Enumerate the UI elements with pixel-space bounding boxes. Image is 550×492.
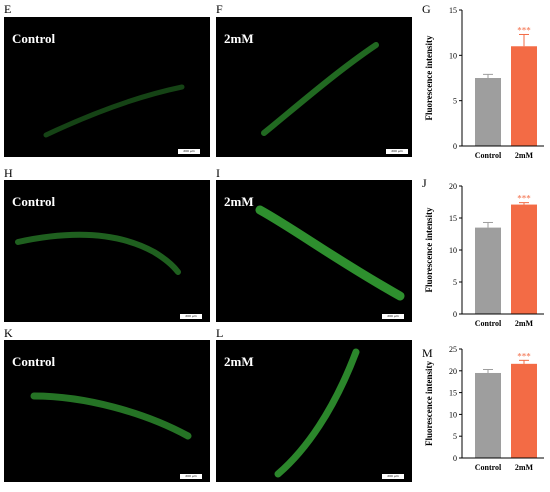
chart-g-category-0: Control <box>475 151 502 160</box>
chart-m-tick-label-5: 25 <box>449 345 457 354</box>
chart-j-tick-label-2: 10 <box>449 246 457 255</box>
chart-m-category-0: Control <box>475 463 502 472</box>
chart-m-bar-0 <box>475 372 501 458</box>
panel-letter-g: G <box>422 2 431 16</box>
panel-letter-m: M <box>422 346 433 360</box>
chart-g-tick-label-1: 5 <box>453 97 457 106</box>
worm-h-svg <box>15 231 181 275</box>
chart-g-tick-label-3: 15 <box>449 6 457 15</box>
micrograph-i: 2mM 200 μm <box>216 180 412 322</box>
panel-letter-k: K <box>4 326 13 340</box>
chart-j: Fluorescence intensity 0 5 10 15 20 Control 2mM… <box>424 182 544 328</box>
micrograph-e-scalebar: 200 μm <box>178 149 200 154</box>
panel-letter-j: J <box>422 176 427 190</box>
chart-g-category-1: 2mM <box>515 151 534 160</box>
micrograph-l-title: 2mM <box>224 354 254 369</box>
micrograph-k-title: Control <box>12 354 56 369</box>
micrograph-h-scalebar: 200 μm <box>180 314 202 319</box>
chart-g-bar-0 <box>475 78 501 146</box>
micrograph-k: Control 200 μm <box>4 340 210 482</box>
micrograph-i-scalebar: 200 μm <box>382 314 404 319</box>
worm-k <box>30 392 192 440</box>
chart-j-significance: *** <box>517 194 531 204</box>
chart-m-tick-label-3: 15 <box>449 389 457 398</box>
chart-m-tick-label-2: 10 <box>449 410 457 419</box>
micrograph-e-title: Control <box>12 31 56 46</box>
worm-l-svg <box>274 348 360 478</box>
chart-j-tick-label-0: 0 <box>453 310 457 319</box>
worm-e-svg <box>43 84 185 138</box>
chart-g-tick-label-2: 10 <box>449 51 457 60</box>
micrograph-l-scalebar: 200 μm <box>382 474 404 479</box>
chart-g-tick-label-0: 0 <box>453 142 457 151</box>
chart-m-tick-label-4: 20 <box>449 367 457 376</box>
worm-f <box>261 42 379 136</box>
chart-m-tick-label-0: 0 <box>453 454 457 463</box>
chart-m-bar-1 <box>511 363 537 458</box>
panel-letter-l: L <box>216 326 224 340</box>
micrograph-k-scalebar: 200 μm <box>180 474 202 479</box>
micrograph-i-title: 2mM <box>224 194 254 209</box>
chart-m-significance: *** <box>517 351 531 361</box>
worm-i-svg <box>255 205 405 301</box>
chart-m: Fluorescence intensity 0 5 10 15 20 25 Control 2… <box>424 345 544 472</box>
chart-j-tick-label-3: 15 <box>449 214 457 223</box>
chart-j-category-0: Control <box>475 319 502 328</box>
chart-g-bar-1 <box>511 46 537 147</box>
chart-j-bar-1 <box>511 204 537 314</box>
micrograph-l: 2mM 200 μm <box>216 340 412 482</box>
micrograph-h-title: Control <box>12 194 56 209</box>
panel-letter-i: I <box>216 166 220 180</box>
micrograph-f: 2mM 200 μm <box>216 17 412 157</box>
micrograph-f-title: 2mM <box>224 31 254 46</box>
worm-k-svg <box>30 392 192 440</box>
worm-i <box>255 205 405 301</box>
chart-j-tick-label-1: 5 <box>453 278 457 287</box>
micrograph-h: Control 200 μm <box>4 180 210 322</box>
chart-j-ylabel: Fluorescence intensity <box>424 207 434 293</box>
chart-m-ylabel: Fluorescence intensity <box>424 360 434 446</box>
micrograph-e: Control 200 μm <box>4 17 210 157</box>
chart-m-tick-label-1: 5 <box>453 432 457 441</box>
chart-g-significance: *** <box>517 25 531 35</box>
panel-letter-e: E <box>4 2 12 16</box>
panel-letter-f: F <box>216 2 223 16</box>
worm-f-svg <box>261 42 379 136</box>
chart-j-tick-label-4: 20 <box>449 182 457 191</box>
chart-m-category-1: 2mM <box>515 463 534 472</box>
chart-j-category-1: 2mM <box>515 319 534 328</box>
chart-j-bar-0 <box>475 227 501 314</box>
chart-g-ylabel: Fluorescence intensity <box>424 35 434 121</box>
chart-g: Fluorescence intensity 0 5 10 15 Control 2mM **… <box>424 6 544 160</box>
worm-e <box>43 84 185 138</box>
worm-h <box>15 231 181 275</box>
panel-letter-h: H <box>4 166 13 180</box>
micrograph-f-scalebar: 200 μm <box>386 149 408 154</box>
worm-l <box>274 348 360 478</box>
